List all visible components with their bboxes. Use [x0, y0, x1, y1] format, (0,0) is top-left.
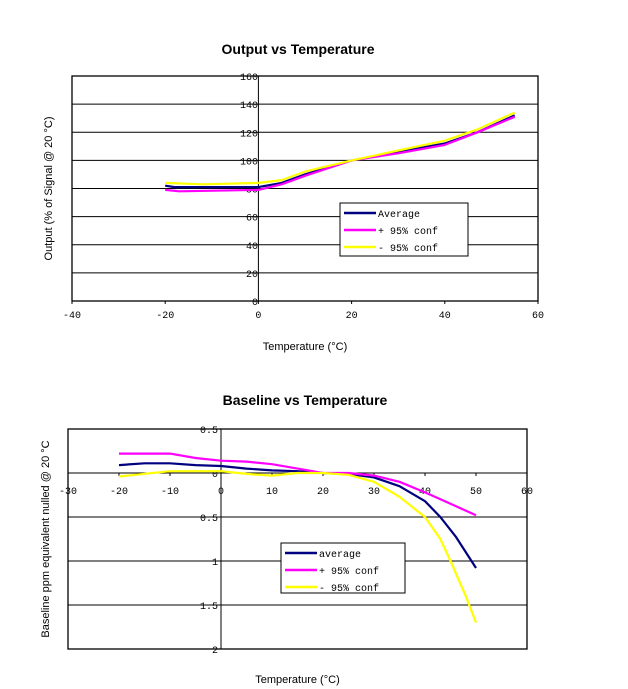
x-tick-label: 0 — [218, 487, 224, 498]
y-axis-title: Baseline ppm equivalent nulled @ 20 °C — [40, 440, 52, 637]
legend-label: Average — [378, 210, 420, 221]
legend-label: + 95% conf — [319, 566, 379, 578]
plot-frame — [71, 75, 539, 302]
y-tick-label: 0 — [212, 470, 218, 481]
x-tick-label: -10 — [161, 487, 179, 498]
y-tick-label: 40 — [246, 242, 258, 253]
legend: average + 95% conf - 95% conf — [280, 542, 406, 595]
chart-title: Baseline vs Temperature — [223, 392, 388, 408]
y-tick-label: 20 — [246, 270, 258, 281]
legend-label: - 95% conf — [378, 243, 438, 255]
x-tick-label: 20 — [317, 487, 329, 498]
legend-label: + 95% conf — [378, 226, 438, 238]
series-line-2 — [165, 115, 516, 193]
series-line-1 — [165, 114, 516, 189]
y-tick-label: 120 — [240, 129, 258, 140]
legend-label: - 95% conf — [319, 583, 379, 595]
x-axis-title: Temperature (°C) — [263, 341, 347, 353]
series-line-3 — [165, 111, 516, 186]
x-tick-label: -40 — [63, 311, 81, 322]
x-tick-label: 50 — [470, 487, 482, 498]
x-tick-label: -20 — [110, 487, 128, 498]
series-line-3 — [118, 470, 478, 623]
x-tick-label: -20 — [156, 311, 174, 322]
x-tick-label: 0 — [255, 311, 261, 322]
y-tick-label: 0.5 — [200, 514, 218, 525]
y-tick-label: 1.5 — [200, 602, 218, 613]
x-tick-label: 60 — [521, 487, 533, 498]
y-tick-label: 1 — [212, 558, 218, 569]
y-tick-label: 140 — [240, 101, 258, 112]
y-tick-label: 0 — [252, 298, 258, 309]
y-tick-label: 60 — [246, 214, 258, 225]
plot-frame — [67, 428, 528, 650]
chart-1: Output vs Temperature0204060801001201401… — [43, 41, 544, 353]
x-tick-label: 30 — [368, 487, 380, 498]
y-tick-label: 0.5 — [200, 426, 218, 437]
chart-title: Output vs Temperature — [222, 41, 375, 57]
chart-2: Baseline vs Temperature 0.5 0 0.5 1 1.5 2 -30 -2… — [40, 392, 533, 686]
legend-label: average — [319, 550, 361, 561]
x-tick-label: 40 — [439, 311, 451, 322]
y-tick-label: 160 — [240, 73, 258, 84]
x-axis-title: Temperature (°C) — [255, 674, 339, 686]
y-tick-label: 100 — [240, 157, 258, 168]
series-line-2 — [119, 452, 477, 517]
x-tick-label: -30 — [59, 487, 77, 498]
x-tick-label: 20 — [346, 311, 358, 322]
x-tick-label: 60 — [532, 311, 544, 322]
x-tick-label: 10 — [266, 487, 278, 498]
legend: Average + 95% conf - 95% conf — [339, 202, 469, 257]
y-axis-title: Output (% of Signal @ 20 °C) — [43, 117, 55, 261]
legend-box — [280, 542, 406, 594]
y-tick-label: 2 — [212, 646, 218, 657]
